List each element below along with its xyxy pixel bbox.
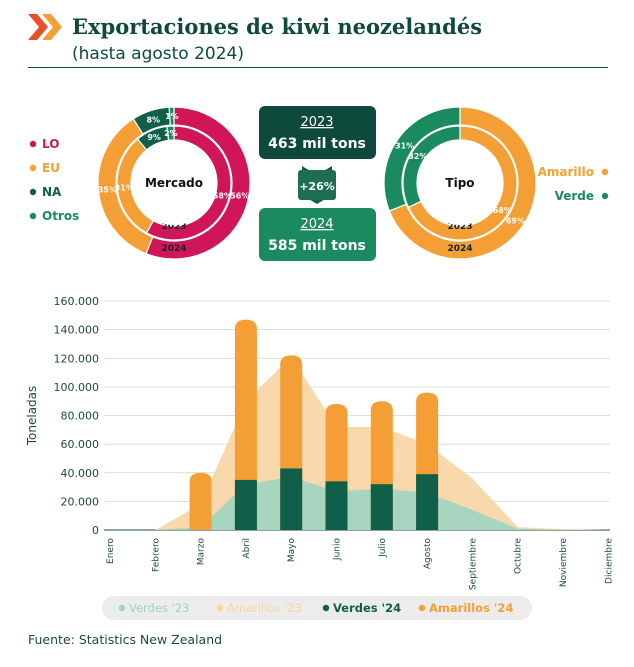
bar-verdes-2024-julio [370,484,393,530]
summary-2023-value: 463 mil tons [268,136,366,152]
type-donut-slice-label-2024-amarillo: 69% [506,217,525,226]
type-legend-dot-verde [601,192,609,200]
legend-label-0: Verdes '23 [129,601,189,615]
area-verdes-2023 [110,477,609,530]
market-legend-label-na: NA [42,185,62,199]
x-tick-label-julio: Julio [378,538,388,558]
area-amarillos-2023 [110,356,609,530]
x-tick-label-junio: Junio [333,538,343,562]
summary-box-2023 [259,106,376,159]
legend-dot-3 [418,604,426,612]
x-tick-label-noviembre: Noviembre [559,538,569,588]
bar-verdes-2024-abril [234,479,257,530]
market-donut-slice-label-2024-otros: 1% [165,112,179,121]
x-tick-label-mayo: Mayo [287,538,297,563]
y-tick-label-8: 160.000 [54,295,100,308]
market-legend-dot-otros [29,212,37,220]
market-donut-slice-label-2024-eu: 35% [98,185,117,194]
y-tick-label-5: 100.000 [54,381,100,394]
bar-verdes-2024-agosto [416,474,439,530]
market-donut-slice-2023-lo [145,125,232,241]
market-legend-dot-na [29,188,37,196]
source-note: Fuente: Statistics New Zealand [28,632,223,647]
market-donut-center [132,141,216,225]
market-donut-slice-2024-otros [168,106,175,126]
y-tick-label-1: 20.000 [61,495,100,508]
summary-change-box [298,170,336,200]
market-donut-ring-year-2023: 2023 [161,222,186,232]
market-donut-ring-year-2024: 2024 [161,244,186,254]
type-donut-slice-2023-verde [402,125,461,209]
legend-label-2: Verdes '24 [333,601,401,615]
bar-amarillos-2024-marzo [189,472,212,530]
summary-2023-year: 2023 [300,115,333,130]
x-tick-label-octubre: Octubre [514,538,524,574]
x-tick-label-abril: Abril [242,538,252,559]
x-tick-label-diciembre: Diciembre [604,538,614,584]
y-tick-label-7: 140.000 [54,324,100,337]
bar-verdes-2024-junio [325,481,348,530]
page-subtitle: (hasta agosto 2024) [72,44,245,64]
legend-label-1: Amarillos '23 [227,601,302,615]
type-donut-center-title: Tipo [445,176,474,190]
y-tick-label-4: 80.000 [61,410,100,423]
market-donut-slice-label-2024-na: 8% [146,115,160,124]
market-legend-dot-lo [29,140,37,148]
type-donut-slice-2024-amarillo [388,106,537,260]
summary-box-2024 [259,208,376,261]
market-donut-slice-label-2024-lo: 56% [230,192,249,201]
market-legend-dot-eu [29,164,37,172]
type-donut-center [418,141,502,225]
market-legend-label-otros: Otros [42,209,79,223]
y-axis-title: Toneladas [25,386,39,447]
legend-dot-1 [216,604,224,612]
market-legend-label-lo: LO [42,137,59,151]
market-donut-slice-label-2023-otros: 2% [164,129,178,138]
type-legend-label-verde: Verde [555,189,594,203]
x-tick-label-agosto: Agosto [423,538,433,570]
chevron-logo-icon [28,14,62,40]
type-donut-ring-year-2023: 2023 [447,222,472,232]
market-donut-slice-label-2023-eu: 31% [115,184,134,193]
type-donut-slice-label-2023-verde: 32% [408,152,427,161]
type-donut-slice-2024-verde [383,106,461,212]
x-tick-label-septiembre: Septiembre [468,538,478,591]
header-divider [28,67,608,68]
y-tick-label-3: 60.000 [61,438,100,451]
type-legend-label-amarillo: Amarillo [538,165,594,179]
chart-legend-pill [102,596,532,620]
type-legend-dot-amarillo [601,168,609,176]
bar-amarillos-2024-abril [234,319,257,530]
type-donut-slice-label-2024-verde: 31% [395,141,414,150]
market-donut-slice-2023-otros [166,125,175,142]
bar-verdes-2024-mayo [280,468,303,530]
type-donut-slice-2023-amarillo [407,125,518,241]
market-donut-slice-label-2023-lo: 58% [213,191,232,200]
x-tick-label-marzo: Marzo [197,538,207,566]
y-tick-label-2: 40.000 [61,467,100,480]
market-legend-label-eu: EU [42,161,60,175]
type-donut-slice-label-2023-amarillo: 68% [493,206,512,215]
y-tick-label-6: 120.000 [54,352,100,365]
page-title: Exportaciones de kiwi neozelandés [72,14,483,39]
summary-change-label: +26% [299,180,335,193]
market-donut-center-title: Mercado [145,176,203,190]
x-tick-label-febrero: Febrero [151,538,161,572]
type-donut-ring-year-2024: 2024 [447,244,472,254]
summary-2024-value: 585 mil tons [268,238,366,254]
legend-label-3: Amarillos '24 [429,601,513,615]
legend-dot-0 [118,604,126,612]
market-donut-slice-label-2023-na: 9% [147,133,161,142]
y-tick-label-0: 0 [92,524,99,537]
x-tick-label-enero: Enero [106,538,116,564]
legend-dot-2 [322,604,330,612]
summary-2024-year: 2024 [300,217,333,232]
